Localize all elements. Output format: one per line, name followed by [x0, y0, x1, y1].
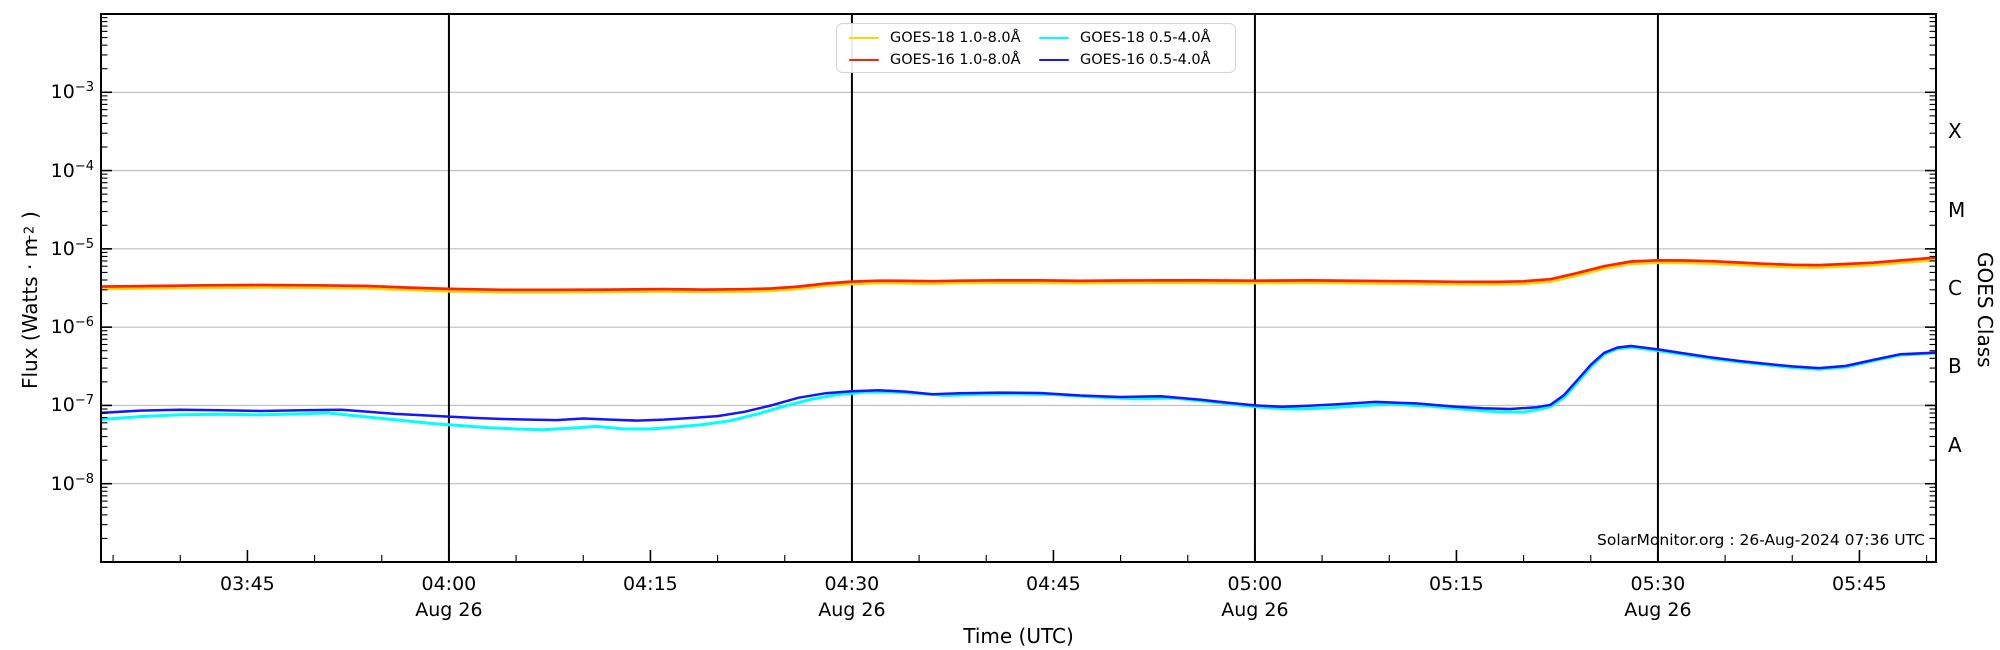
- series-line-goes-16-0-5-4-0-: [101, 344, 1936, 422]
- series-line-goes-16-1-0-8-0-: [101, 256, 1936, 292]
- series-line-goes-18-1-0-8-0-: [101, 258, 1936, 294]
- plot-frame: [100, 13, 1937, 563]
- series-line-goes-18-0-5-4-0-: [101, 345, 1936, 432]
- series-layer: [101, 256, 1936, 432]
